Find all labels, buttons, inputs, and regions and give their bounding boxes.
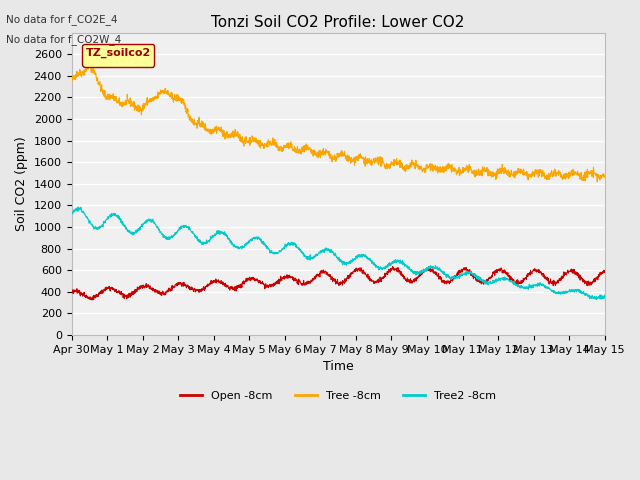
Title: Tonzi Soil CO2 Profile: Lower CO2: Tonzi Soil CO2 Profile: Lower CO2 [211,15,465,30]
X-axis label: Time: Time [323,360,353,373]
Text: No data for f_CO2E_4: No data for f_CO2E_4 [6,14,118,25]
Y-axis label: Soil CO2 (ppm): Soil CO2 (ppm) [15,136,28,231]
Text: No data for f_CO2W_4: No data for f_CO2W_4 [6,34,122,45]
Legend: Open -8cm, Tree -8cm, Tree2 -8cm: Open -8cm, Tree -8cm, Tree2 -8cm [175,386,500,405]
